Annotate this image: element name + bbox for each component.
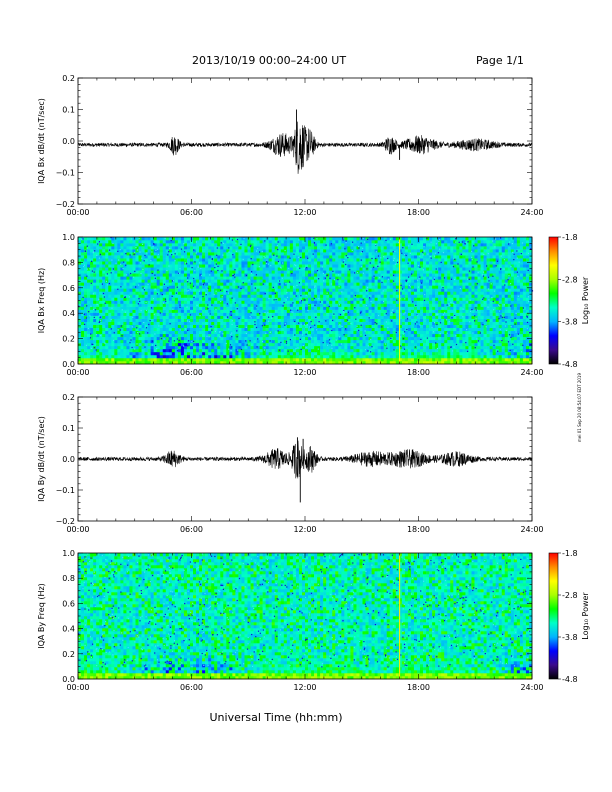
y-tick-label: 0.2 (62, 650, 75, 659)
x-tick-label: 06:00 (180, 368, 203, 377)
x-tick-label: 24:00 (520, 368, 543, 377)
x-tick-label: 18:00 (407, 525, 430, 534)
spectrogram-cells (78, 237, 534, 365)
x-tick-label: 06:00 (180, 683, 203, 692)
y-axis-label: IQA By dB/dt (nT/sec) (37, 416, 46, 502)
page-indicator: Page 1/1 (476, 54, 524, 67)
x-tick-label: 00:00 (66, 368, 89, 377)
plot-frame (77, 396, 533, 522)
x-tick-label: 24:00 (520, 525, 543, 534)
colorbar-tick-label: -3.8 (562, 633, 578, 642)
y-tick-label: 0.0 (62, 675, 75, 684)
y-tick-label: −0.1 (56, 486, 75, 495)
y-tick-label: 0.8 (62, 258, 75, 267)
y-axis-label: IQA Bx Freq (Hz) (37, 268, 46, 334)
bx-waveform-panel: 00:00 06:00 12:00 18:00 24:00 0.2 0.1 0.0 −0.1 −0… (37, 74, 544, 217)
x-tick-label: 06:00 (180, 208, 203, 217)
y-tick-label: 0.2 (62, 335, 75, 344)
colorbar-tick-label: -4.8 (562, 360, 578, 369)
universal-time-label: Universal Time (hh:mm) (210, 711, 343, 724)
colorbar-tick-label: -3.8 (562, 318, 578, 327)
y-tick-label: 0.6 (62, 599, 75, 608)
x-tick-label: 18:00 (407, 683, 430, 692)
x-tick-label: 18:00 (407, 208, 430, 217)
colorbar-label: Log₁₀ Power (581, 276, 590, 324)
x-tick-label: 24:00 (520, 683, 543, 692)
x-tick-label: 24:00 (520, 208, 543, 217)
y-tick-label: 0.8 (62, 574, 75, 583)
by-spectrogram-panel: -1.8 -2.8 -3.8 -4.8 Log₁₀ Power 00:00 06:00 12:… (37, 549, 590, 692)
y-tick-label: 0.1 (62, 106, 75, 115)
y-tick-label: 0.4 (62, 309, 75, 318)
plot-title: 2013/10/19 00:00–24:00 UT (192, 54, 347, 67)
y-axis-label: IQA By Freq (Hz) (37, 583, 46, 649)
colorbar-tick-label: -2.8 (562, 591, 578, 600)
x-tick-label: 12:00 (293, 368, 316, 377)
plot-frame (77, 552, 533, 680)
y-tick-label: −0.2 (56, 517, 75, 526)
y-tick-label: 0.2 (62, 393, 75, 402)
y-tick-label: −0.1 (56, 169, 75, 178)
side-note: mei 01 Sep 20 08:54:07 EDT 2019 (577, 373, 582, 442)
y-axis-label: IQA Bx dB/dt (nT/sec) (37, 98, 46, 184)
bx-spectrogram-panel: -1.8 -2.8 -3.8 -4.8 Log₁₀ Power 00:00 06:00 12:… (37, 233, 590, 377)
x-tick-label: 00:00 (66, 683, 89, 692)
x-tick-label: 12:00 (293, 683, 316, 692)
y-tick-label: 0.0 (62, 137, 75, 146)
x-tick-label: 12:00 (293, 525, 316, 534)
plot-frame (77, 236, 533, 365)
waveform-series (77, 121, 533, 174)
x-tick-label: 00:00 (66, 208, 89, 217)
colorbar-tick-label: -2.8 (562, 275, 578, 284)
y-tick-label: 1.0 (62, 233, 75, 242)
colorbar-tick-label: -4.8 (562, 675, 578, 684)
colorbar (548, 552, 559, 680)
spectrogram-cells (78, 553, 533, 680)
x-tick-label: 12:00 (293, 208, 316, 217)
y-tick-label: 0.0 (62, 360, 75, 369)
y-tick-label: 1.0 (62, 549, 75, 558)
plot-frame (77, 77, 533, 205)
y-tick-label: −0.2 (56, 200, 75, 209)
y-tick-label: 0.0 (62, 455, 75, 464)
x-tick-label: 00:00 (66, 525, 89, 534)
y-tick-label: 0.6 (62, 284, 75, 293)
colorbar-label: Log₁₀ Power (581, 592, 590, 640)
x-tick-label: 06:00 (180, 525, 203, 534)
x-tick-label: 18:00 (407, 368, 430, 377)
waveform-series (77, 440, 533, 479)
colorbar-tick-label: -1.8 (562, 233, 578, 242)
by-waveform-panel: 00:00 06:00 12:00 18:00 24:00 0.2 0.1 0.0 −0.1 −0… (37, 393, 544, 534)
colorbar (548, 236, 559, 365)
y-tick-label: 0.4 (62, 625, 75, 634)
y-tick-label: 0.2 (62, 74, 75, 83)
y-tick-label: 0.1 (62, 424, 75, 433)
colorbar-tick-label: -1.8 (562, 549, 578, 558)
